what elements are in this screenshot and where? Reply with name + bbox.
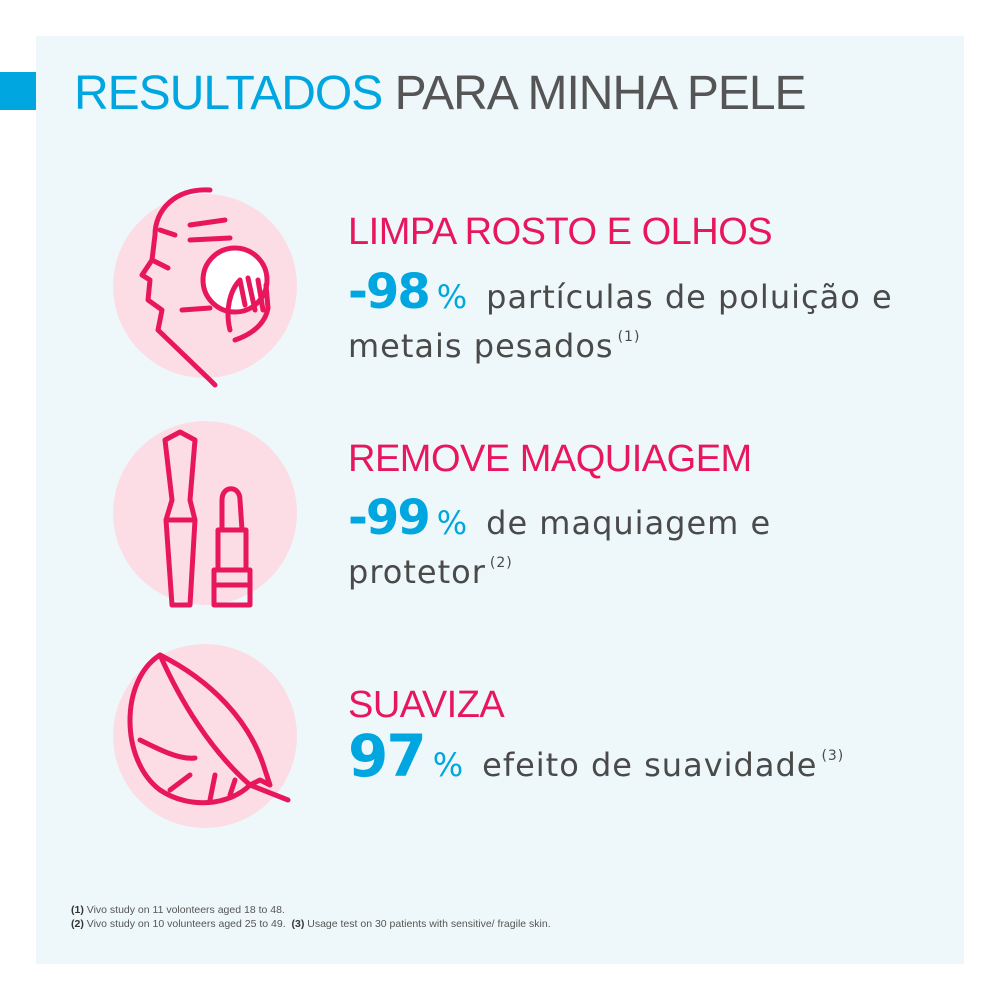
stat-unit: % <box>436 278 469 316</box>
footnotes: (1) Vivo study on 11 volonteers aged 18 … <box>71 903 551 931</box>
stat-value: -99 <box>348 490 431 546</box>
heading-3: SUAVIZA <box>348 684 505 726</box>
icon-circle <box>113 421 297 605</box>
title-part2: PARA MINHA PELE <box>394 67 807 120</box>
stat-unit: % <box>432 746 465 784</box>
stat-2: -99% de maquiagem e protetor (2) <box>348 494 908 592</box>
face-cleansing-icon <box>139 187 271 388</box>
footnote-ref: (2) <box>71 918 84 930</box>
stat-text: partículas de poluição e metais pesados <box>348 278 893 365</box>
feather-icon <box>127 652 291 806</box>
stat-value: -98 <box>348 264 431 320</box>
stat-text: de maquiagem e protetor <box>348 504 772 591</box>
stat-1: -98% partículas de poluição e metais pesa… <box>348 268 908 366</box>
heading-2: REMOVE MAQUIAGEM <box>348 438 752 480</box>
stat-unit: % <box>436 504 469 542</box>
stat-ref: (3) <box>821 748 845 764</box>
footnote-text: Usage test on 30 patients with sensitive… <box>307 918 551 930</box>
footnote-ref: (1) <box>71 904 84 916</box>
stat-value: 97 <box>348 722 427 790</box>
stat-ref: (2) <box>489 555 513 571</box>
page-title: RESULTADOS PARA MINHA PELE <box>74 66 807 121</box>
makeup-icon <box>162 429 253 608</box>
title-part1: RESULTADOS <box>74 67 383 120</box>
accent-bar <box>0 72 36 110</box>
heading-1: LIMPA ROSTO E OLHOS <box>348 211 773 253</box>
footnote-ref: (3) <box>291 918 305 930</box>
stat-text: efeito de suavidade <box>482 746 818 784</box>
stat-ref: (1) <box>617 329 641 345</box>
stat-3: 97% efeito de suavidade (3) <box>348 727 908 785</box>
footnote-text: Vivo study on 10 volunteers aged 25 to 4… <box>86 918 286 930</box>
footnote-text: Vivo study on 11 volonteers aged 18 to 4… <box>86 904 285 916</box>
